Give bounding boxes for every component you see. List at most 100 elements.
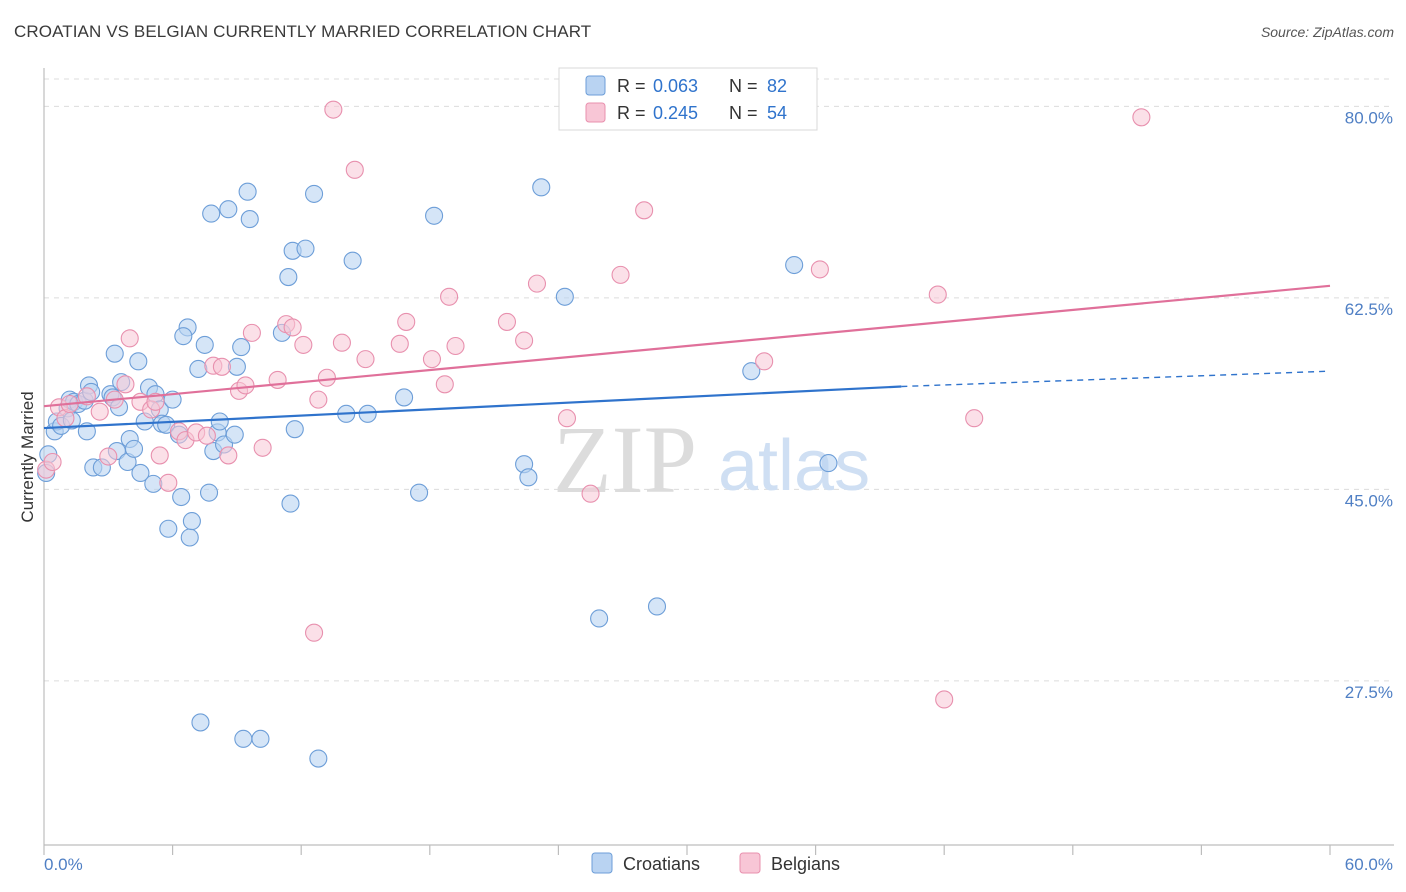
y-tick-labels: 27.5% 45.0% 62.5% 80.0%: [1345, 108, 1393, 702]
belgians-point: [159, 473, 178, 492]
legend-box: R = 0.063 N = 82 R = 0.245 N = 54: [558, 67, 818, 131]
croatians-point: [410, 483, 429, 502]
croatians-point: [129, 352, 148, 371]
croatians-point: [279, 268, 298, 287]
belgians-point: [810, 260, 829, 279]
belgians-point: [435, 375, 454, 394]
croatians-point: [647, 597, 667, 616]
croatians-point: [281, 494, 300, 513]
belgians-point: [390, 334, 409, 353]
croatians-point: [819, 454, 838, 473]
watermark: ZIP atlas: [553, 406, 870, 513]
croatians-point: [742, 362, 761, 381]
belgians-point: [345, 160, 364, 179]
croatians-point: [785, 255, 804, 275]
croatians-point: [219, 200, 238, 219]
belgians-point: [935, 690, 954, 709]
trend-lines: [43, 284, 1331, 430]
belgians-point: [1132, 108, 1151, 127]
croatians-point: [343, 251, 362, 270]
belgians-point: [928, 285, 947, 304]
legend-r-value-croatians: 0.063: [653, 76, 698, 96]
series-belgians: [37, 100, 1151, 709]
belgians-point: [90, 402, 109, 421]
legend-n-label-belgians: N =: [729, 103, 758, 123]
belgians-point: [440, 287, 459, 306]
croatians-point: [202, 204, 221, 223]
belgians-point: [422, 350, 441, 369]
belgians-point: [317, 368, 336, 387]
belgians-point: [397, 312, 416, 331]
y-tick-label: 27.5%: [1345, 683, 1393, 702]
belgians-point: [497, 312, 517, 331]
belgians-point: [77, 387, 96, 406]
belgians-point: [755, 352, 774, 371]
croatians-point: [590, 609, 609, 628]
y-tick-label: 62.5%: [1345, 300, 1393, 319]
belgians-point: [197, 426, 216, 445]
croatians-point: [124, 439, 144, 458]
legend-n-value-croatians: 82: [767, 76, 787, 96]
croatians-point: [358, 404, 377, 423]
belgians-trend-line: [43, 284, 1331, 408]
y-tick-label: 80.0%: [1345, 108, 1393, 127]
x-axis-ticks: [43, 845, 1331, 855]
belgians-point: [253, 438, 272, 457]
croatians-point: [159, 519, 178, 538]
croatians-point: [425, 206, 444, 225]
belgians-point: [150, 446, 169, 465]
croatians-trend-extension: [901, 370, 1331, 388]
belgians-point: [356, 350, 375, 369]
croatians-point: [519, 468, 538, 487]
croatians-point: [182, 512, 201, 531]
belgians-point: [305, 623, 324, 642]
bottom-legend: Croatians Belgians: [591, 852, 840, 874]
belgians-point: [283, 318, 302, 337]
croatians-point: [210, 412, 229, 431]
croatians-point: [225, 425, 244, 444]
croatians-point: [131, 463, 150, 482]
croatians-point: [555, 287, 574, 306]
croatians-point: [240, 210, 259, 229]
chart-title: CROATIAN VS BELGIAN CURRENTLY MARRIED CO…: [14, 22, 592, 41]
x-tick-label-min: 0.0%: [44, 855, 83, 874]
croatians-point: [232, 338, 251, 357]
legend-swatch-croatians: [585, 75, 606, 96]
croatians-point: [195, 335, 214, 354]
belgians-point: [116, 375, 135, 394]
belgians-point: [635, 201, 654, 220]
belgians-point: [294, 335, 313, 354]
croatians-point: [234, 729, 253, 748]
croatians-point: [309, 749, 328, 768]
x-tick-label-max: 60.0%: [1345, 855, 1393, 874]
croatians-point: [251, 729, 270, 748]
belgians-point: [515, 331, 534, 350]
legend-r-label-croatians: R =: [617, 76, 646, 96]
belgians-point: [446, 336, 465, 356]
belgians-point: [965, 409, 984, 428]
legend-r-value-belgians: 0.245: [653, 103, 698, 123]
y-tick-label: 45.0%: [1345, 491, 1393, 510]
belgians-point: [219, 446, 238, 465]
legend-n-label-croatians: N =: [729, 76, 758, 96]
bottom-legend-swatch-croatians: [591, 852, 613, 874]
belgians-point: [324, 100, 343, 119]
bottom-legend-label-belgians: Belgians: [771, 854, 840, 874]
croatians-point: [199, 483, 219, 502]
belgians-point: [212, 357, 231, 376]
croatians-point: [105, 344, 124, 363]
croatians-point: [189, 359, 208, 379]
legend-n-value-belgians: 54: [767, 103, 787, 123]
croatians-point: [296, 239, 315, 258]
y-axis-title: Currently Married: [18, 391, 37, 522]
croatians-point: [180, 528, 199, 547]
watermark-atlas: atlas: [718, 426, 870, 506]
croatians-point: [285, 420, 304, 439]
belgians-point: [309, 390, 328, 409]
croatians-point: [191, 713, 210, 732]
legend-r-label-belgians: R =: [617, 103, 646, 123]
watermark-zip: ZIP: [553, 406, 697, 513]
croatians-point: [174, 327, 193, 346]
belgians-point: [242, 323, 261, 342]
